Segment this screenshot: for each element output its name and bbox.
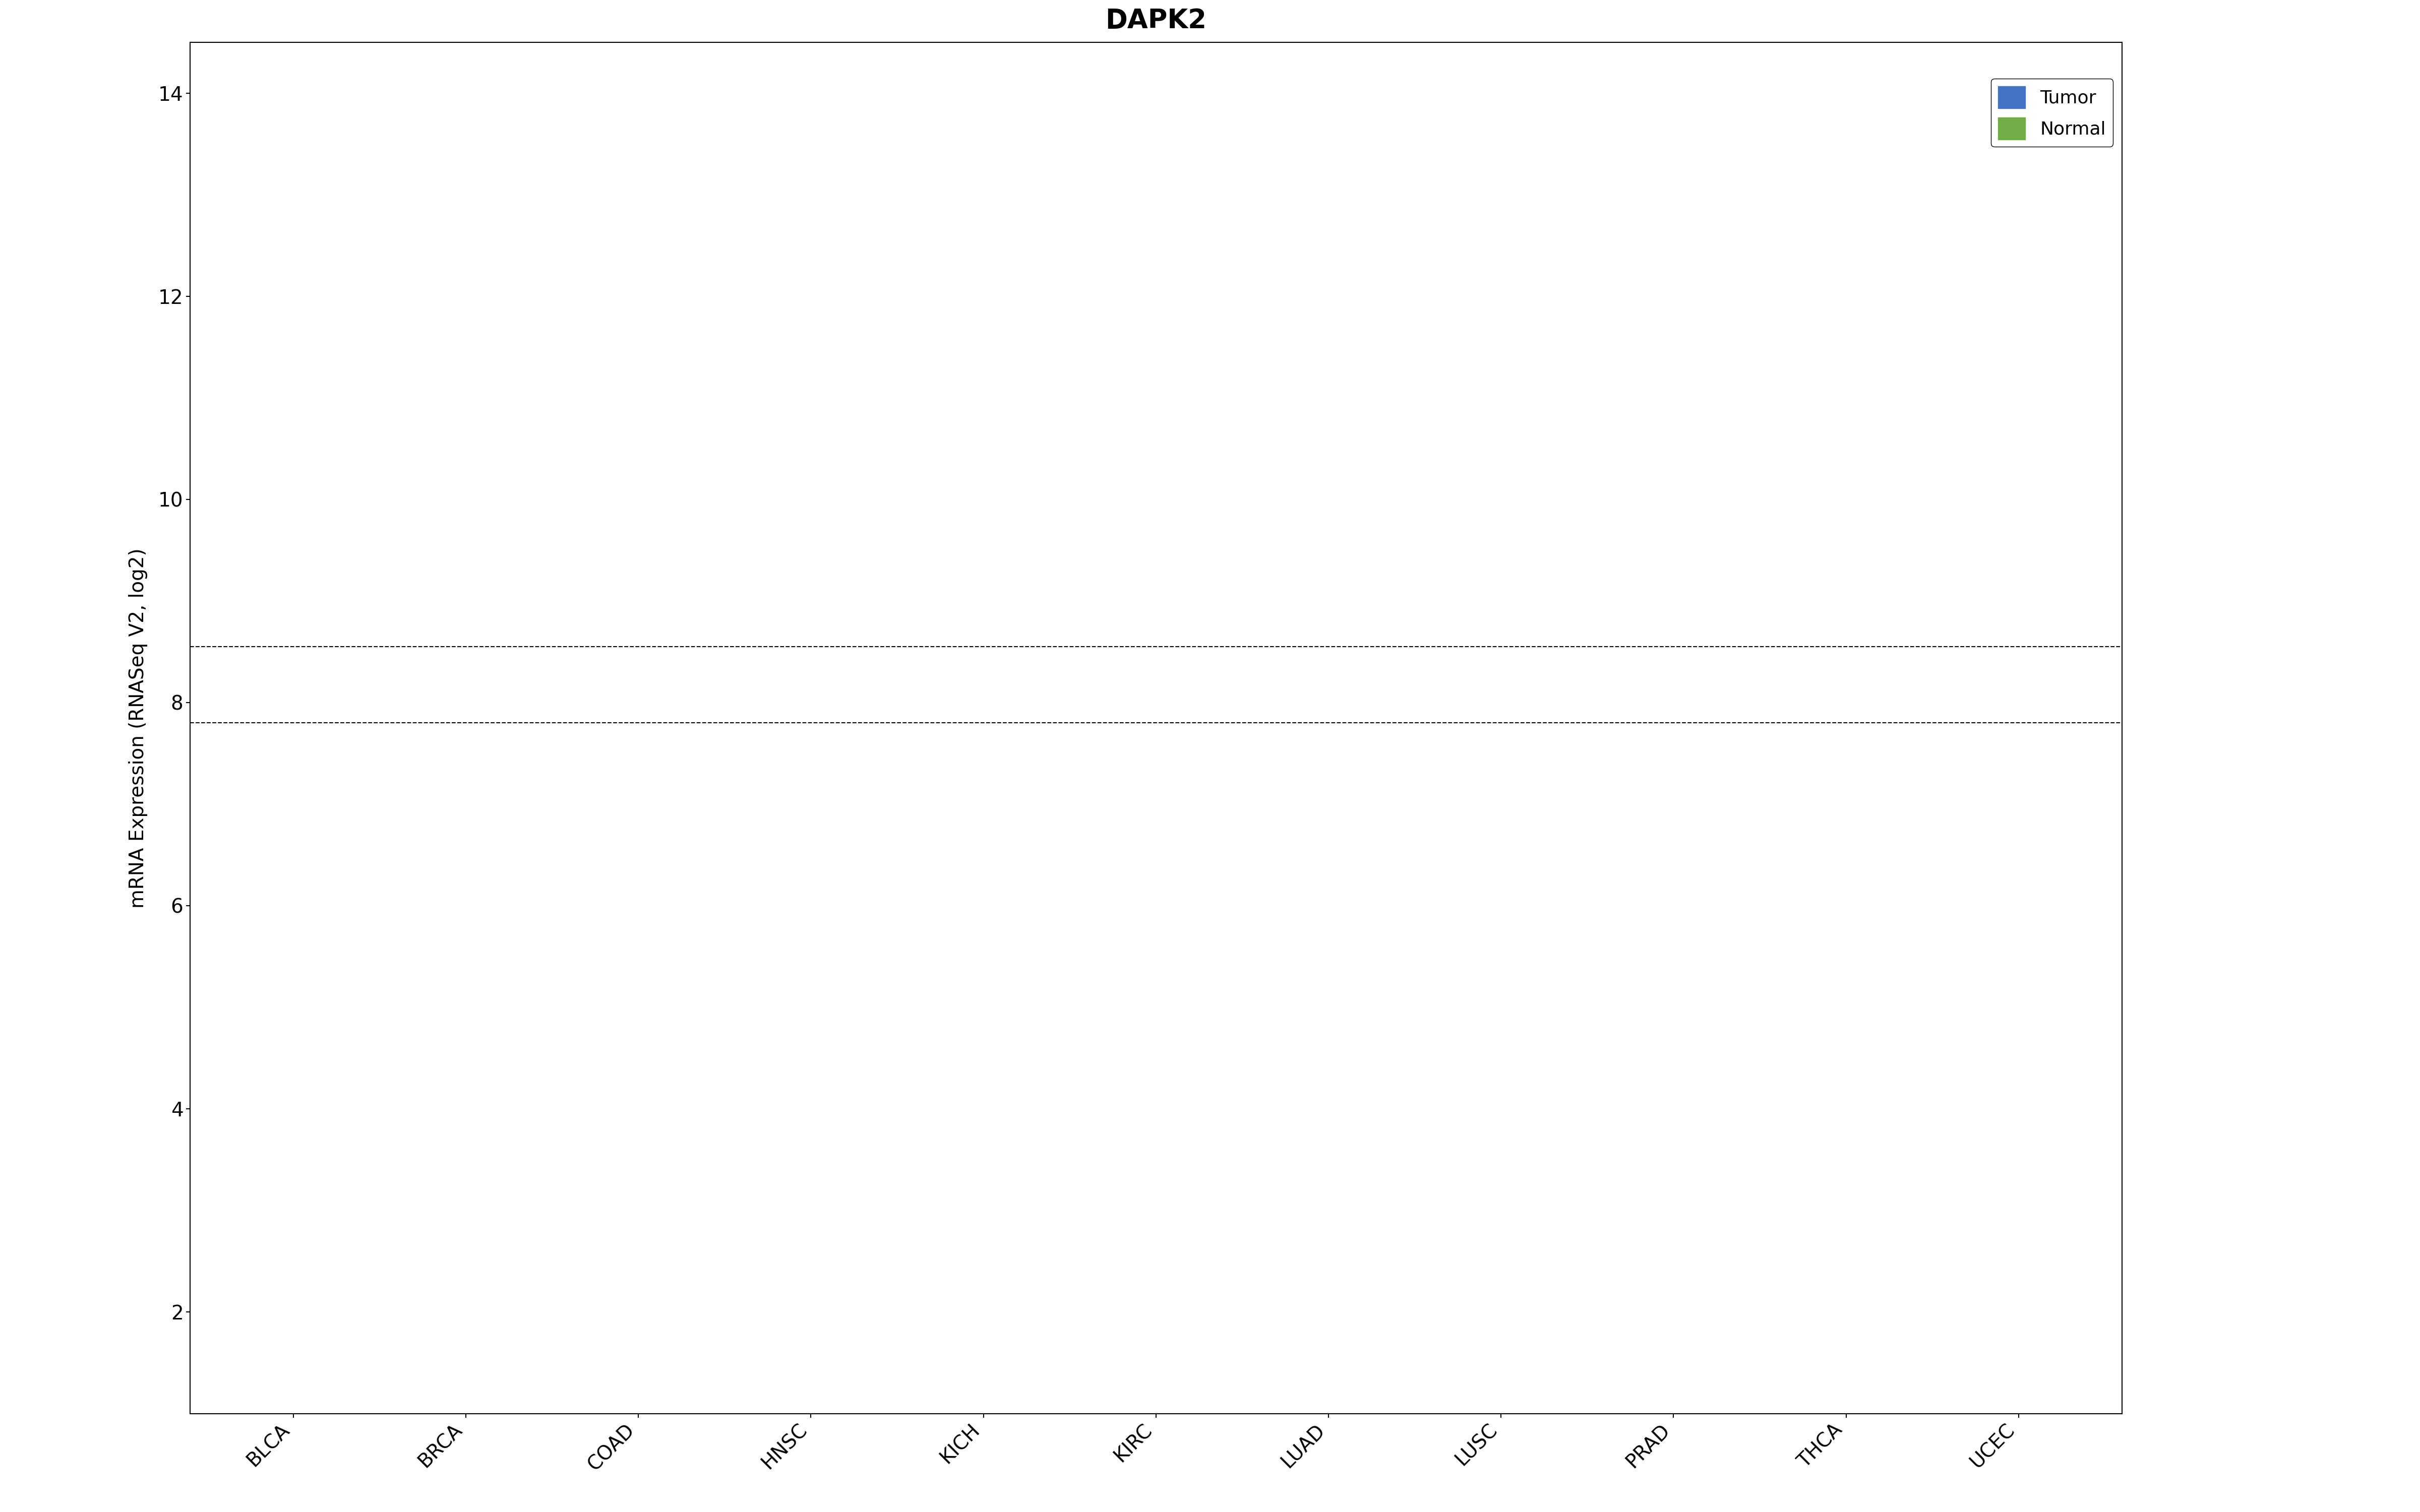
Legend: Tumor, Normal: Tumor, Normal	[1992, 79, 2113, 147]
Y-axis label: mRNA Expression (RNASeq V2, log2): mRNA Expression (RNASeq V2, log2)	[128, 547, 148, 909]
Title: DAPK2: DAPK2	[1106, 8, 1208, 33]
